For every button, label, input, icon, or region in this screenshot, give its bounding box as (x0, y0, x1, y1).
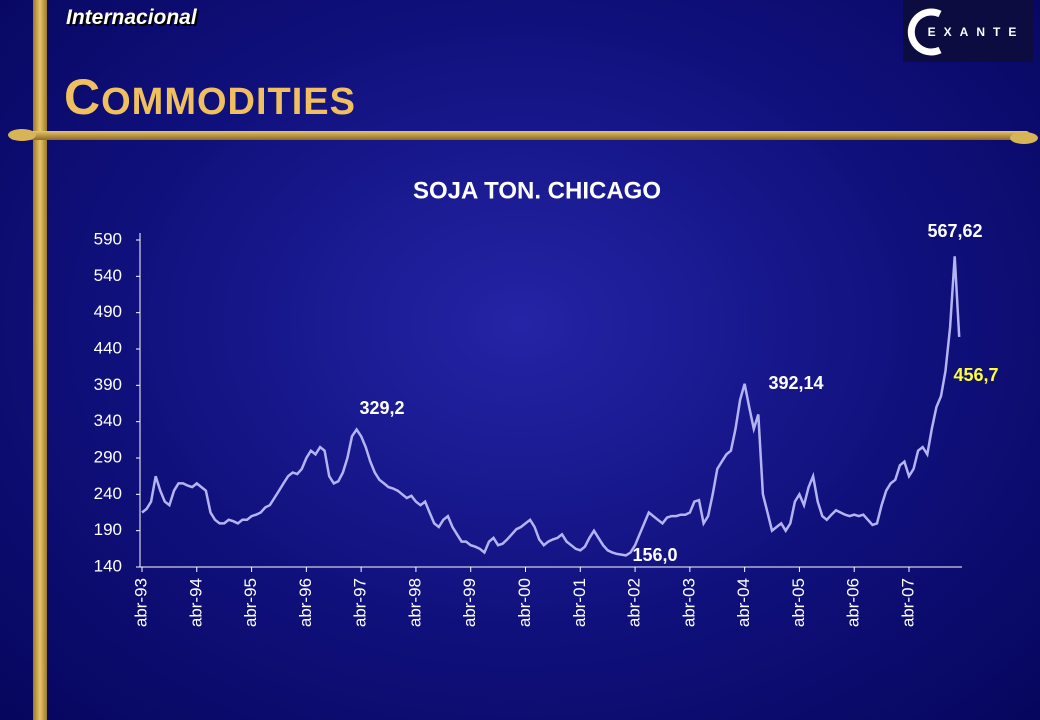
x-tick-label: abr-01 (570, 578, 589, 627)
y-tick-label: 540 (94, 266, 122, 285)
x-tick-label: abr-03 (679, 578, 698, 627)
rule-end (8, 129, 36, 141)
rule-end (1010, 132, 1038, 144)
annotation: 392,14 (768, 373, 823, 393)
annotation: 156,0 (632, 545, 677, 565)
chart-title: SOJA TON. CHICAGO (413, 177, 661, 204)
x-tick-label: abr-97 (351, 578, 370, 627)
x-tick-label: abr-07 (898, 578, 917, 627)
x-tick-label: abr-04 (734, 578, 753, 627)
x-tick-label: abr-95 (241, 578, 260, 627)
logo-text: EXANTE (928, 25, 1025, 39)
gold-bar (33, 0, 47, 720)
x-tick-label: abr-05 (789, 578, 808, 627)
annotation: 329,2 (359, 398, 404, 418)
y-tick-label: 290 (94, 447, 122, 466)
y-tick-label: 340 (94, 411, 122, 430)
y-tick-label: 140 (94, 556, 122, 575)
x-tick-label: abr-93 (131, 578, 150, 627)
section-label: Internacional (66, 6, 197, 29)
x-tick-label: abr-99 (460, 578, 479, 627)
line (141, 256, 961, 557)
annotation: 567,62 (927, 221, 982, 241)
y-tick-label: 190 (94, 520, 122, 539)
x-tick-label: abr-00 (515, 578, 534, 627)
y-tick-label: 590 (94, 229, 122, 248)
x-tick-label: abr-96 (296, 578, 315, 627)
x-tick-label: abr-94 (186, 578, 205, 627)
logo-arc (907, 8, 942, 56)
y-tick-label: 490 (94, 302, 122, 321)
slide-title: COMMODITIES (64, 69, 356, 125)
gold-rule (10, 131, 1030, 140)
y-tick-label: 440 (94, 338, 122, 357)
annotation: 456,7 (953, 365, 998, 385)
x-tick-label: abr-06 (844, 578, 863, 627)
x-tick-label: abr-02 (625, 578, 644, 627)
x-tick-label: abr-98 (405, 578, 424, 627)
y-tick-label: 390 (94, 375, 122, 394)
y-tick-label: 240 (94, 484, 122, 503)
